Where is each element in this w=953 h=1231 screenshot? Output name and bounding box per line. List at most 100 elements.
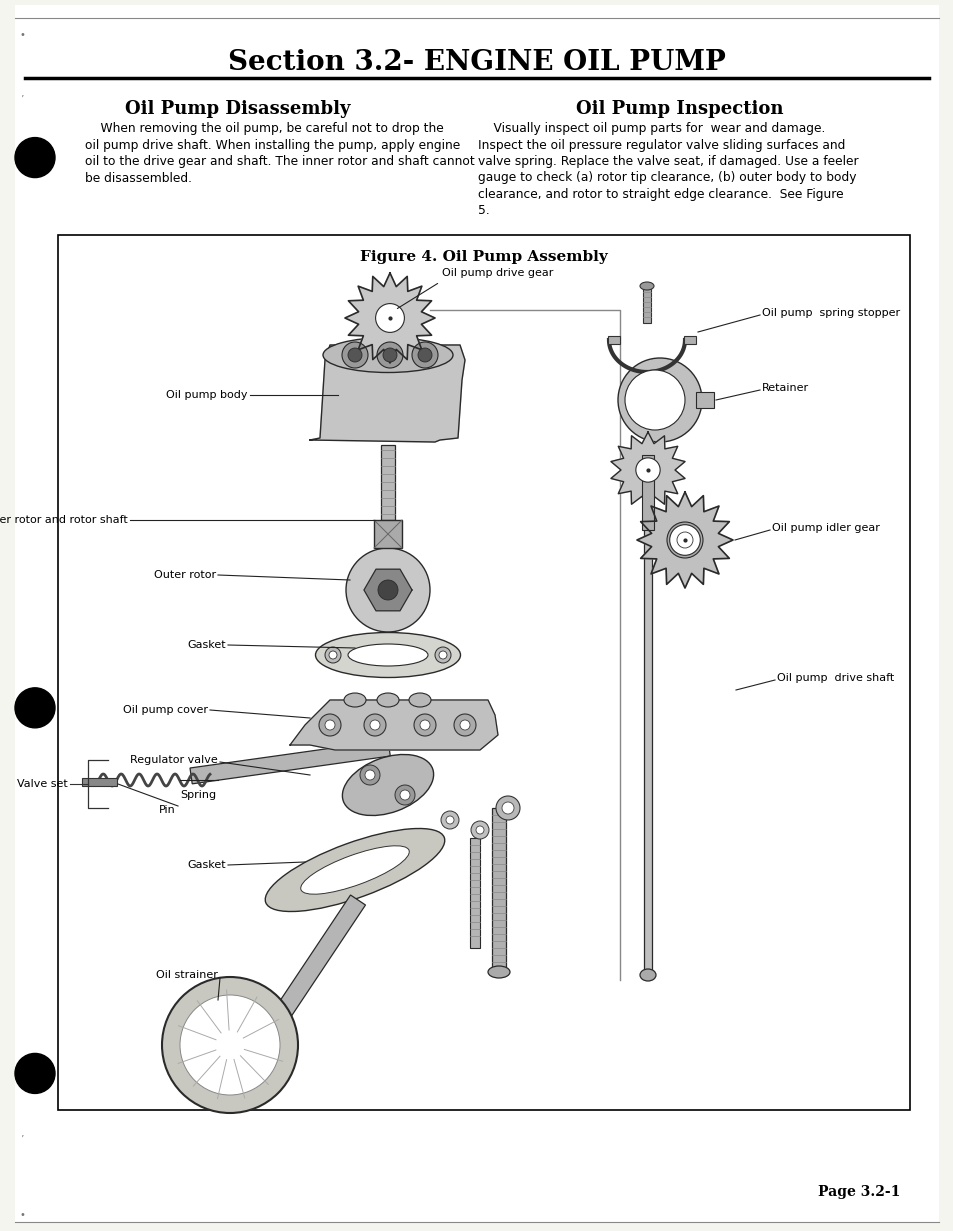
- Text: Figure 4. Oil Pump Assembly: Figure 4. Oil Pump Assembly: [359, 250, 607, 263]
- Bar: [470, 838, 479, 948]
- Circle shape: [329, 651, 336, 659]
- Polygon shape: [637, 492, 732, 588]
- Bar: [82, 778, 117, 787]
- Ellipse shape: [488, 966, 510, 977]
- Text: When removing the oil pump, be careful not to drop the: When removing the oil pump, be careful n…: [85, 122, 443, 135]
- Text: Page 3.2-1: Page 3.2-1: [817, 1185, 899, 1199]
- Circle shape: [325, 648, 340, 664]
- Text: ’: ’: [20, 95, 24, 105]
- Text: Regulator valve: Regulator valve: [131, 755, 218, 764]
- Polygon shape: [610, 432, 684, 508]
- Text: Pin: Pin: [159, 805, 175, 815]
- Circle shape: [666, 522, 702, 558]
- Circle shape: [677, 532, 692, 548]
- Ellipse shape: [639, 969, 656, 981]
- Text: be disassembled.: be disassembled.: [85, 171, 192, 185]
- Text: oil pump drive shaft. When installing the pump, apply engine: oil pump drive shaft. When installing th…: [85, 139, 459, 151]
- Bar: [696, 391, 713, 407]
- Circle shape: [399, 790, 410, 800]
- Ellipse shape: [300, 846, 409, 894]
- Circle shape: [454, 714, 476, 736]
- Bar: [190, 740, 390, 784]
- Circle shape: [395, 785, 415, 805]
- Text: clearance, and rotor to straight edge clearance.  See Figure: clearance, and rotor to straight edge cl…: [477, 188, 842, 201]
- Circle shape: [419, 720, 430, 730]
- Text: Inner rotor and rotor shaft: Inner rotor and rotor shaft: [0, 515, 128, 524]
- Text: Valve set: Valve set: [17, 779, 68, 789]
- Text: Oil pump  spring stopper: Oil pump spring stopper: [761, 308, 900, 318]
- Circle shape: [365, 771, 375, 780]
- Text: gauge to check (a) rotor tip clearance, (b) outer body to body: gauge to check (a) rotor tip clearance, …: [477, 171, 856, 185]
- Text: •: •: [20, 30, 26, 39]
- Bar: [58, 235, 909, 1110]
- Circle shape: [15, 1054, 55, 1093]
- Text: Oil pump drive gear: Oil pump drive gear: [441, 268, 553, 278]
- Circle shape: [382, 348, 396, 362]
- Circle shape: [496, 796, 519, 820]
- Text: Oil pump body: Oil pump body: [167, 390, 248, 400]
- Circle shape: [375, 304, 404, 332]
- Ellipse shape: [342, 755, 434, 815]
- Bar: [607, 336, 619, 343]
- Text: valve spring. Replace the valve seat, if damaged. Use a feeler: valve spring. Replace the valve seat, if…: [477, 155, 858, 167]
- Circle shape: [180, 995, 280, 1096]
- Text: Oil pump cover: Oil pump cover: [123, 705, 208, 715]
- Circle shape: [15, 138, 55, 177]
- Circle shape: [377, 580, 397, 599]
- Ellipse shape: [323, 337, 453, 373]
- Bar: [683, 336, 696, 343]
- Text: Gasket: Gasket: [187, 640, 226, 650]
- Text: Retainer: Retainer: [761, 383, 808, 393]
- Circle shape: [501, 803, 514, 814]
- Circle shape: [376, 342, 402, 368]
- Circle shape: [636, 458, 659, 483]
- Text: Oil pump  drive shaft: Oil pump drive shaft: [776, 673, 893, 683]
- Circle shape: [348, 348, 361, 362]
- Circle shape: [459, 720, 470, 730]
- Circle shape: [15, 688, 55, 728]
- Ellipse shape: [344, 693, 366, 707]
- Ellipse shape: [265, 828, 444, 911]
- Ellipse shape: [315, 633, 460, 677]
- Circle shape: [618, 358, 701, 442]
- Circle shape: [669, 524, 700, 555]
- Text: Oil Pump Disassembly: Oil Pump Disassembly: [125, 100, 351, 118]
- Polygon shape: [345, 273, 435, 363]
- Text: Inspect the oil pressure regulator valve sliding surfaces and: Inspect the oil pressure regulator valve…: [477, 139, 844, 151]
- Circle shape: [318, 714, 340, 736]
- Text: Oil Pump Inspection: Oil Pump Inspection: [576, 100, 783, 118]
- Text: Oil pump idler gear: Oil pump idler gear: [771, 523, 879, 533]
- Bar: [642, 288, 650, 323]
- Circle shape: [341, 342, 368, 368]
- Bar: [492, 808, 505, 972]
- Text: 5.: 5.: [477, 204, 489, 218]
- Circle shape: [414, 714, 436, 736]
- Text: oil to the drive gear and shaft. The inner rotor and shaft cannot: oil to the drive gear and shaft. The inn…: [85, 155, 475, 167]
- Text: Oil strainer: Oil strainer: [156, 970, 218, 980]
- Circle shape: [162, 977, 297, 1113]
- FancyArrow shape: [271, 895, 365, 1025]
- Circle shape: [471, 821, 489, 840]
- Text: •: •: [20, 1210, 26, 1220]
- Ellipse shape: [639, 282, 654, 291]
- Ellipse shape: [348, 644, 428, 666]
- Circle shape: [370, 720, 379, 730]
- Ellipse shape: [409, 693, 431, 707]
- Text: Outer rotor: Outer rotor: [153, 570, 215, 580]
- Circle shape: [412, 342, 437, 368]
- Circle shape: [446, 816, 454, 824]
- Text: ’: ’: [20, 1135, 24, 1145]
- Ellipse shape: [376, 693, 398, 707]
- Bar: [641, 455, 654, 531]
- Polygon shape: [310, 345, 464, 442]
- Polygon shape: [290, 700, 497, 750]
- Text: Visually inspect oil pump parts for  wear and damage.: Visually inspect oil pump parts for wear…: [477, 122, 824, 135]
- Circle shape: [440, 811, 458, 828]
- Circle shape: [438, 651, 447, 659]
- Circle shape: [359, 764, 379, 785]
- Bar: [380, 444, 395, 519]
- Circle shape: [364, 714, 386, 736]
- Text: Spring: Spring: [180, 790, 215, 800]
- Circle shape: [325, 720, 335, 730]
- Text: Section 3.2- ENGINE OIL PUMP: Section 3.2- ENGINE OIL PUMP: [228, 48, 725, 75]
